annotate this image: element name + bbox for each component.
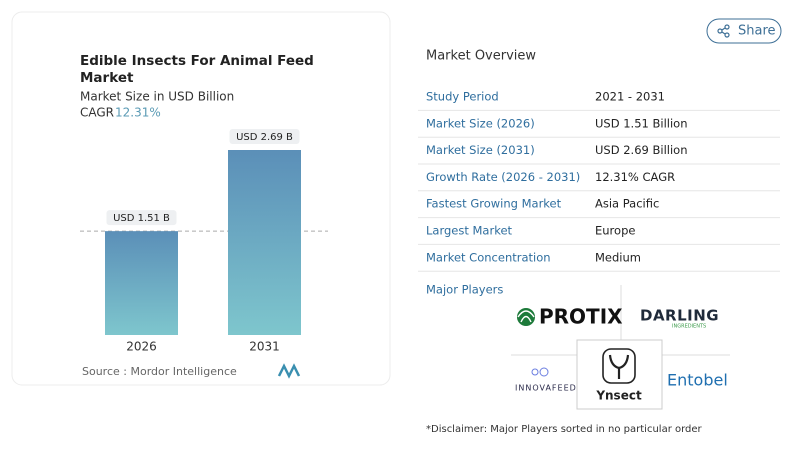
overview-table: Study Period 2021 - 2031 Market Size (2026… xyxy=(418,90,780,272)
innovafeed-icon xyxy=(531,367,549,377)
row-value: 12.31% CAGR xyxy=(595,170,675,184)
row-value: Europe xyxy=(595,224,635,238)
player-logo: Entobel xyxy=(667,371,728,390)
row-label: Market Concentration xyxy=(426,250,551,264)
title: Edible Insects For Animal Feed Market xyxy=(80,53,314,86)
row-value: 2021 - 2031 xyxy=(595,90,665,104)
overview-title: Market Overview xyxy=(426,49,536,64)
row-label: Largest Market xyxy=(426,224,513,238)
ynsect-icon xyxy=(602,348,636,384)
value-label-box xyxy=(229,129,300,144)
row-label: Market Size (2031) xyxy=(426,143,535,157)
player-logo: INNOVAFEED xyxy=(515,384,577,393)
row-label: Growth Rate (2026 - 2031) xyxy=(426,170,580,184)
protix-icon xyxy=(517,308,535,326)
player-logo: DARLING xyxy=(640,307,719,325)
bar-chart: USD 1.51 B 2026 USD 2.69 B 2031 xyxy=(80,129,328,354)
mordor-logo xyxy=(277,363,301,379)
row-value: Medium xyxy=(595,250,641,264)
value-label: USD 2.69 B xyxy=(236,132,293,143)
player-logo-sub: INGREDIENTS xyxy=(672,324,706,330)
row-label: Fastest Growing Market xyxy=(426,197,562,211)
row-value: USD 1.51 Billion xyxy=(595,116,687,130)
bar xyxy=(105,231,178,335)
value-label-box xyxy=(106,210,177,226)
row-label: Study Period xyxy=(426,90,499,104)
bar xyxy=(228,150,301,335)
row-label: Market Size (2026) xyxy=(426,116,535,130)
cagr-value: 12.31% xyxy=(115,106,161,120)
disclaimer: *Disclaimer: Major Players sorted in no … xyxy=(426,424,703,435)
players-title: Major Players xyxy=(426,283,503,297)
player-logo: Ynsect xyxy=(595,389,642,403)
x-tick-label: 2031 xyxy=(249,340,280,354)
title-text: Edible Insects For Animal Feed Market xyxy=(80,53,314,86)
value-label: USD 1.51 B xyxy=(113,213,170,224)
row-value: USD 2.69 Billion xyxy=(595,143,687,157)
share-label[interactable]: Share xyxy=(738,24,776,39)
cagr-label: CAGR xyxy=(80,106,114,120)
share-icon xyxy=(717,24,730,38)
player-logo: PROTIX xyxy=(539,305,623,329)
subtitle: Market Size in USD Billion xyxy=(80,90,234,104)
source: Source : Mordor Intelligence xyxy=(82,365,237,378)
x-tick-label: 2026 xyxy=(126,340,157,354)
row-value: Asia Pacific xyxy=(595,197,659,211)
